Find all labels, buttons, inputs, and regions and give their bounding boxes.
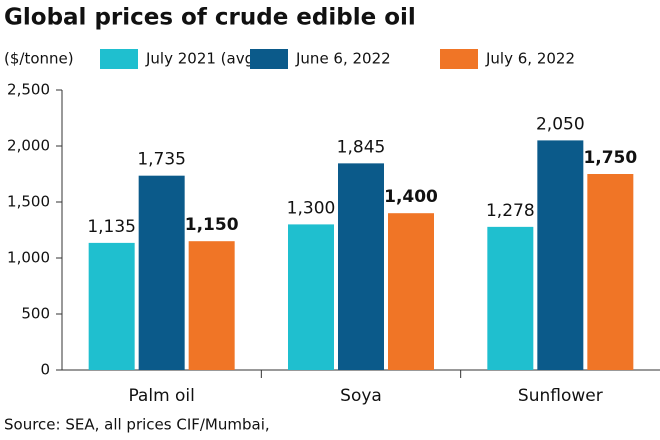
legend-label: July 6, 2022: [485, 50, 575, 68]
value-label: 1,750: [583, 148, 637, 168]
x-tick-label: Soya: [340, 386, 382, 406]
bar: [487, 226, 534, 370]
legend-label: July 2021 (avg): [145, 50, 260, 68]
y-tick-label: 2,500: [7, 81, 50, 99]
x-tick-label: Sunflower: [518, 386, 603, 406]
value-label: 1,135: [87, 217, 136, 237]
value-label: 2,050: [536, 114, 585, 134]
value-label: 1,278: [486, 201, 535, 221]
y-tick-label: 0: [40, 361, 50, 379]
legend-label: June 6, 2022: [295, 50, 391, 68]
bar: [288, 224, 334, 370]
value-label: 1,400: [384, 187, 438, 207]
x-tick-label: Palm oil: [128, 386, 194, 406]
y-tick-label: 1,500: [7, 193, 50, 211]
source: Source: SEA, all prices CIF/Mumbai,: [4, 416, 270, 434]
bar: [537, 140, 584, 370]
y-axis-label: ($/tonne): [4, 50, 74, 68]
bar: [188, 241, 235, 370]
bar: [388, 213, 434, 370]
legend-swatch: [100, 49, 138, 69]
legend-swatch: [440, 49, 478, 69]
bar: [138, 175, 185, 370]
value-label: 1,845: [337, 137, 386, 157]
bar: [338, 163, 384, 370]
bar: [88, 242, 135, 370]
value-label: 1,735: [137, 150, 186, 170]
legend-swatch: [250, 49, 288, 69]
bar: [587, 174, 634, 370]
value-label: 1,300: [287, 198, 336, 218]
y-tick-label: 500: [21, 305, 50, 323]
value-label: 1,150: [185, 215, 239, 235]
y-tick-label: 1,000: [7, 249, 50, 267]
chart-title: Global prices of crude edible oil: [4, 5, 416, 31]
y-tick-label: 2,000: [7, 137, 50, 155]
